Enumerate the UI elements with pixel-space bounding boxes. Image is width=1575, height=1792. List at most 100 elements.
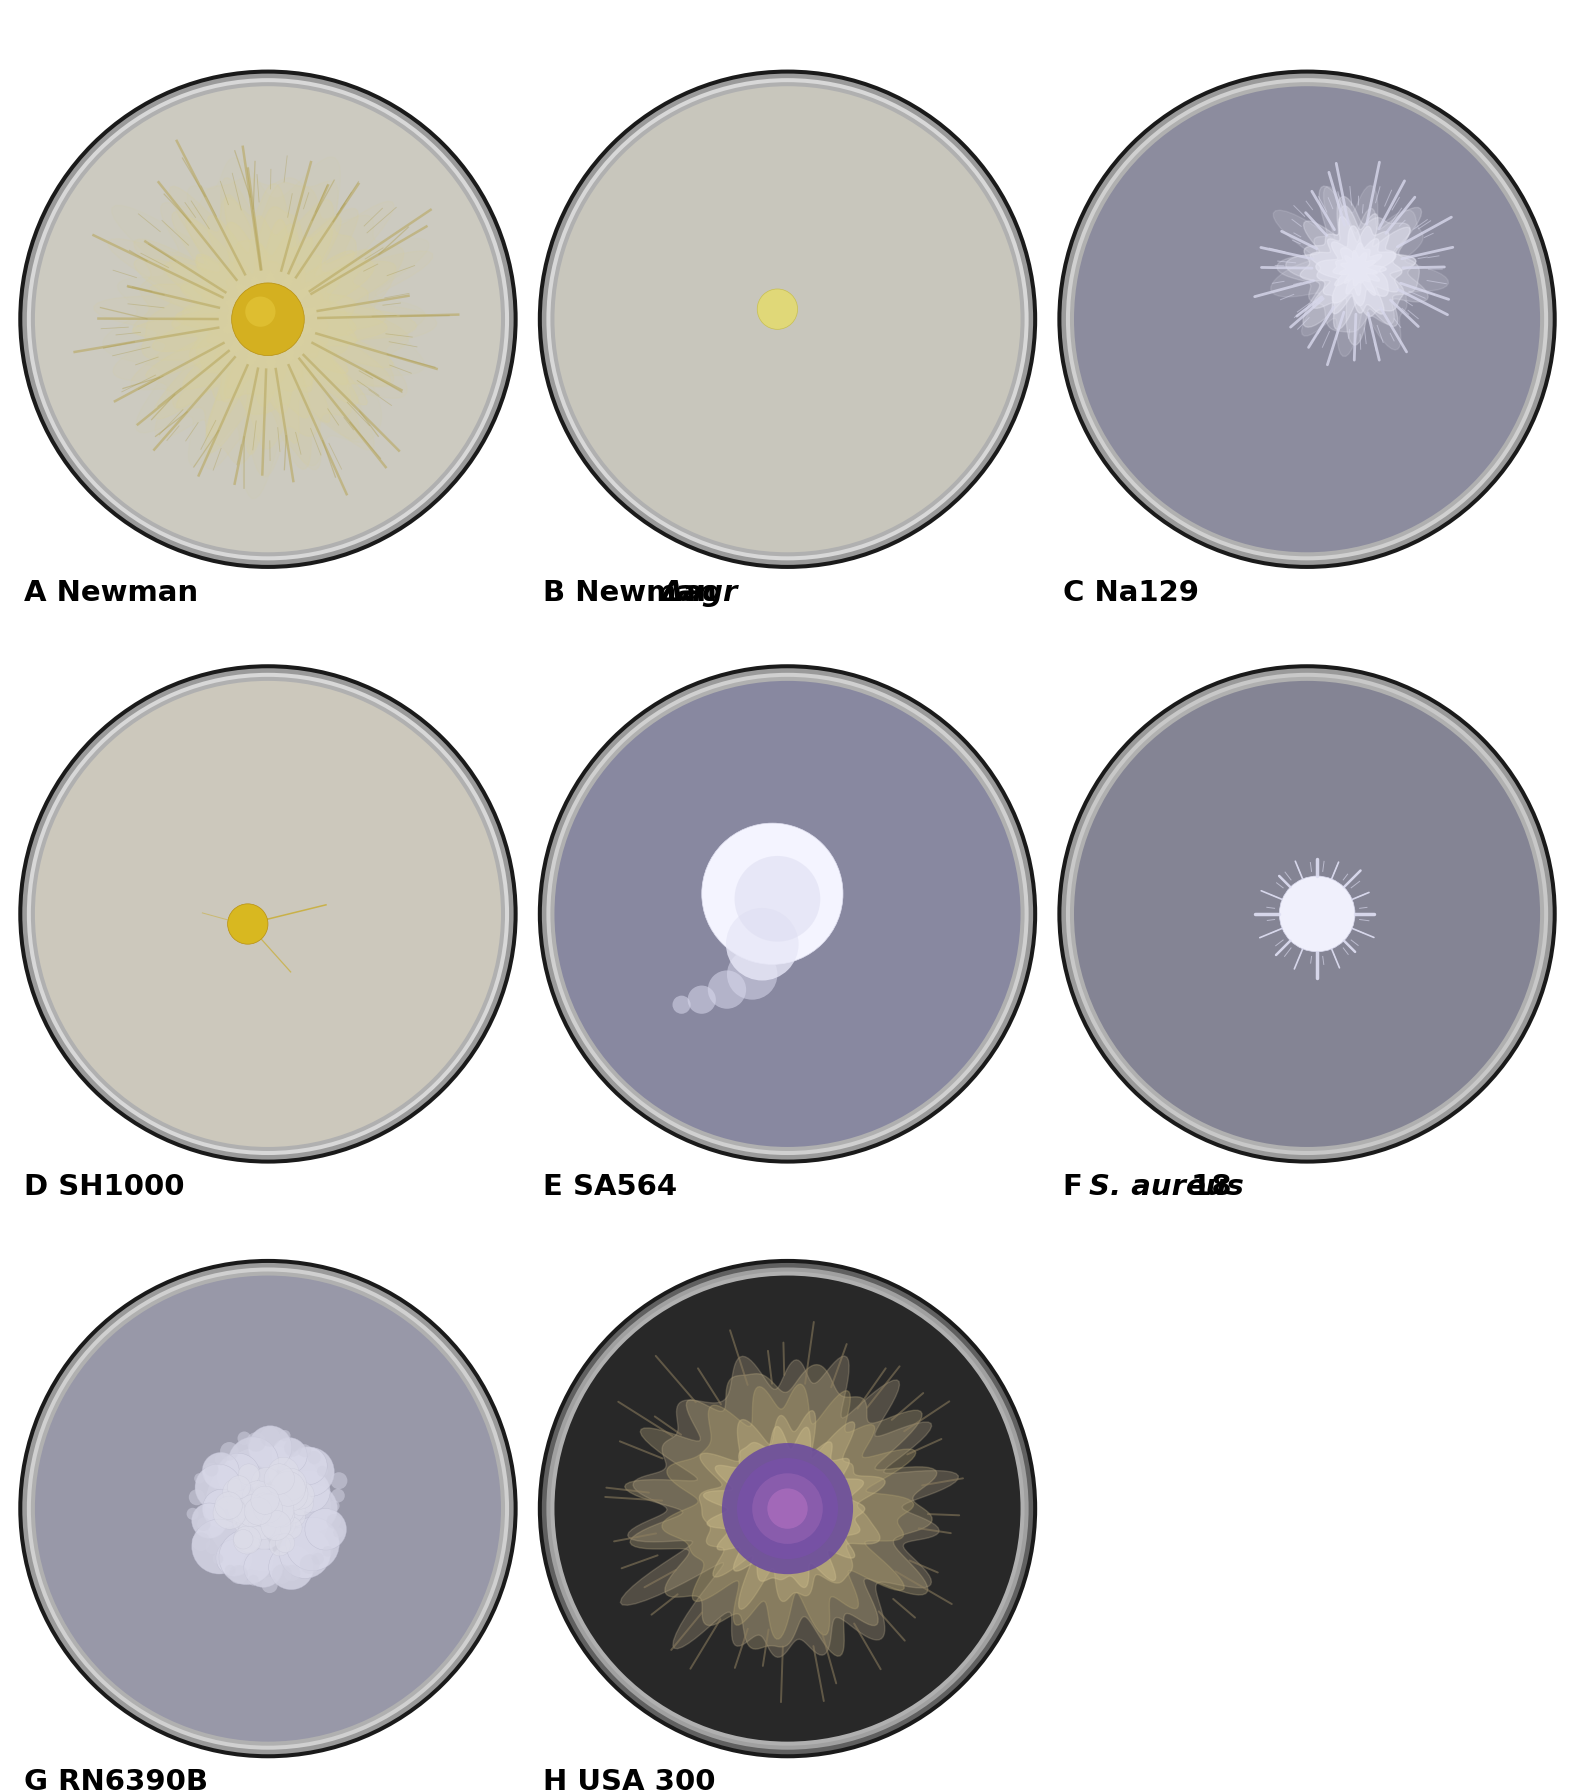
Circle shape bbox=[258, 1493, 295, 1527]
Polygon shape bbox=[176, 233, 356, 407]
Text: G RN6390B: G RN6390B bbox=[24, 1769, 208, 1792]
Text: H USA 300: H USA 300 bbox=[543, 1769, 715, 1792]
Text: B Newman: B Newman bbox=[543, 579, 728, 607]
Circle shape bbox=[329, 1500, 340, 1511]
Circle shape bbox=[279, 1430, 290, 1441]
Circle shape bbox=[221, 1443, 238, 1460]
Circle shape bbox=[537, 1260, 1038, 1758]
Circle shape bbox=[271, 1437, 307, 1473]
Polygon shape bbox=[1310, 217, 1402, 314]
Circle shape bbox=[1057, 665, 1556, 1163]
Circle shape bbox=[228, 1564, 247, 1584]
Circle shape bbox=[213, 1554, 224, 1564]
Circle shape bbox=[307, 1452, 321, 1464]
Circle shape bbox=[331, 1489, 345, 1502]
Circle shape bbox=[19, 70, 518, 568]
Circle shape bbox=[537, 70, 1038, 568]
Circle shape bbox=[312, 1554, 324, 1564]
Circle shape bbox=[737, 1459, 838, 1559]
Circle shape bbox=[219, 1530, 274, 1584]
Circle shape bbox=[35, 86, 501, 552]
Circle shape bbox=[767, 1489, 808, 1529]
Circle shape bbox=[227, 1489, 261, 1523]
Circle shape bbox=[228, 1437, 279, 1487]
Text: A Newman: A Newman bbox=[24, 579, 198, 607]
Circle shape bbox=[32, 82, 506, 556]
Polygon shape bbox=[153, 215, 387, 418]
Circle shape bbox=[203, 1489, 241, 1529]
Circle shape bbox=[323, 1546, 332, 1557]
Circle shape bbox=[22, 73, 513, 564]
Circle shape bbox=[246, 1487, 279, 1520]
Circle shape bbox=[285, 1518, 339, 1572]
Circle shape bbox=[1057, 70, 1556, 568]
Circle shape bbox=[284, 1564, 301, 1581]
Circle shape bbox=[202, 1452, 239, 1489]
Polygon shape bbox=[1340, 251, 1377, 287]
Polygon shape bbox=[1277, 186, 1429, 332]
Circle shape bbox=[269, 1502, 295, 1527]
Circle shape bbox=[238, 1530, 260, 1552]
Circle shape bbox=[317, 1466, 328, 1477]
Circle shape bbox=[249, 1426, 291, 1469]
Circle shape bbox=[236, 1505, 268, 1536]
Circle shape bbox=[232, 283, 304, 355]
Circle shape bbox=[194, 1473, 205, 1484]
Circle shape bbox=[721, 1443, 854, 1573]
Circle shape bbox=[192, 1532, 209, 1550]
Circle shape bbox=[250, 1486, 279, 1514]
Circle shape bbox=[238, 1518, 265, 1545]
Circle shape bbox=[246, 1432, 266, 1452]
Circle shape bbox=[265, 1464, 295, 1495]
Circle shape bbox=[216, 1539, 252, 1577]
Circle shape bbox=[249, 1512, 276, 1539]
Circle shape bbox=[263, 1505, 296, 1539]
Circle shape bbox=[274, 1468, 307, 1500]
Circle shape bbox=[287, 1480, 315, 1509]
Polygon shape bbox=[172, 219, 356, 414]
Circle shape bbox=[272, 1564, 291, 1584]
Circle shape bbox=[197, 1518, 211, 1530]
Circle shape bbox=[1069, 677, 1544, 1150]
Polygon shape bbox=[1285, 197, 1419, 346]
Circle shape bbox=[27, 672, 509, 1156]
Circle shape bbox=[227, 1475, 250, 1498]
Circle shape bbox=[542, 1263, 1033, 1754]
Circle shape bbox=[22, 1263, 513, 1754]
Polygon shape bbox=[662, 1383, 915, 1640]
Polygon shape bbox=[194, 244, 331, 389]
Circle shape bbox=[225, 1564, 236, 1575]
Polygon shape bbox=[208, 262, 328, 380]
Circle shape bbox=[244, 1548, 284, 1588]
Circle shape bbox=[228, 903, 268, 944]
Circle shape bbox=[1066, 79, 1548, 561]
Circle shape bbox=[290, 1446, 328, 1486]
Circle shape bbox=[250, 1484, 282, 1516]
Circle shape bbox=[279, 1527, 331, 1579]
Circle shape bbox=[254, 1495, 282, 1523]
Circle shape bbox=[236, 1495, 268, 1527]
Circle shape bbox=[758, 289, 797, 330]
Circle shape bbox=[19, 665, 518, 1163]
Circle shape bbox=[216, 1453, 260, 1496]
Circle shape bbox=[1069, 82, 1544, 556]
Circle shape bbox=[1074, 86, 1540, 552]
Circle shape bbox=[271, 1471, 306, 1507]
Circle shape bbox=[537, 665, 1038, 1163]
Circle shape bbox=[244, 1491, 279, 1527]
Circle shape bbox=[753, 1473, 822, 1545]
Circle shape bbox=[268, 1457, 299, 1487]
Circle shape bbox=[290, 1484, 337, 1532]
Polygon shape bbox=[131, 177, 408, 470]
Circle shape bbox=[186, 1507, 198, 1520]
Text: F: F bbox=[1063, 1174, 1093, 1201]
Circle shape bbox=[238, 1464, 260, 1486]
Circle shape bbox=[702, 823, 843, 964]
Circle shape bbox=[252, 1468, 280, 1496]
Circle shape bbox=[22, 668, 513, 1159]
Text: Δagr: Δagr bbox=[662, 579, 739, 607]
Circle shape bbox=[247, 1514, 282, 1550]
Circle shape bbox=[1074, 681, 1540, 1147]
Circle shape bbox=[547, 79, 1028, 561]
Circle shape bbox=[27, 1267, 509, 1749]
